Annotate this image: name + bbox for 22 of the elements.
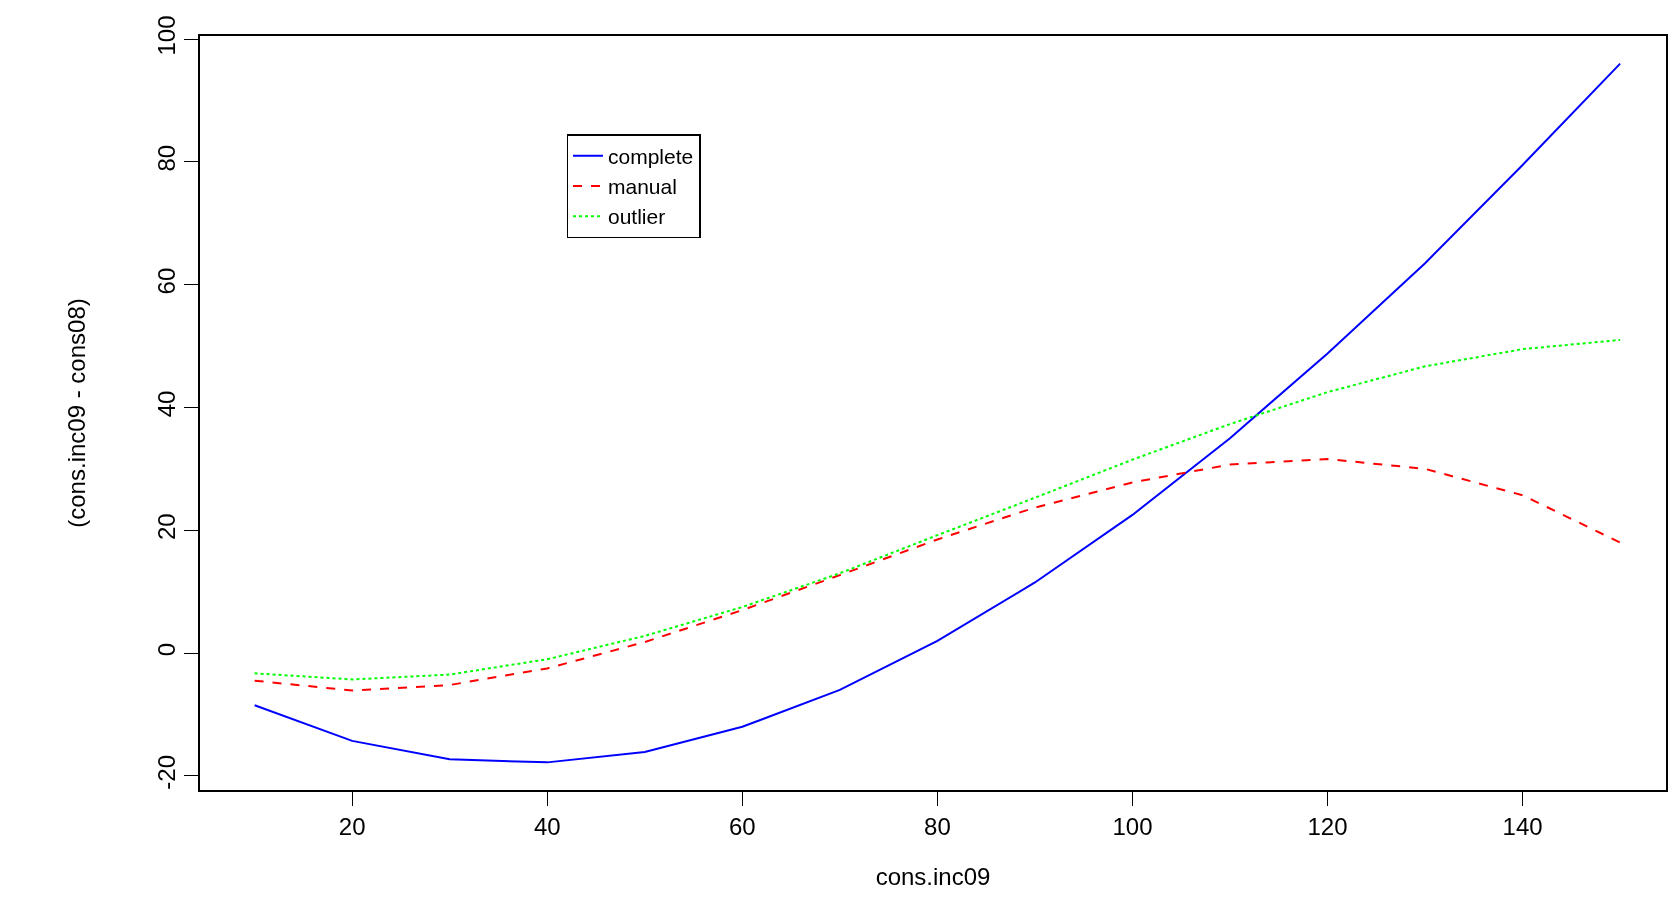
legend-label: outlier: [608, 205, 666, 229]
y-tick-label: -20: [152, 754, 180, 790]
y-axis-title: (cons.inc09 - cons08): [63, 298, 91, 528]
x-tick-label: 120: [1307, 812, 1348, 840]
y-tick-label: 20: [152, 513, 180, 541]
legend-label: complete: [608, 144, 694, 168]
x-tick-label: 20: [338, 812, 366, 840]
y-tick-label: 60: [152, 267, 180, 295]
x-tick-label: 40: [533, 812, 561, 840]
y-tick-label: 40: [152, 390, 180, 418]
x-tick-label: 60: [728, 812, 756, 840]
x-tick-label: 140: [1502, 812, 1543, 840]
line-series: [253, 62, 1622, 764]
x-tick-label: 100: [1112, 812, 1153, 840]
y-tick-label: 0: [152, 642, 180, 657]
x-axis-title: cons.inc09: [875, 863, 991, 891]
legend-label: manual: [608, 175, 677, 199]
y-tick-label: 100: [152, 15, 180, 56]
x-tick-label: 80: [924, 812, 951, 840]
line-series: [253, 338, 1622, 681]
y-tick-label: 80: [152, 144, 180, 172]
line-series: [253, 458, 1622, 692]
